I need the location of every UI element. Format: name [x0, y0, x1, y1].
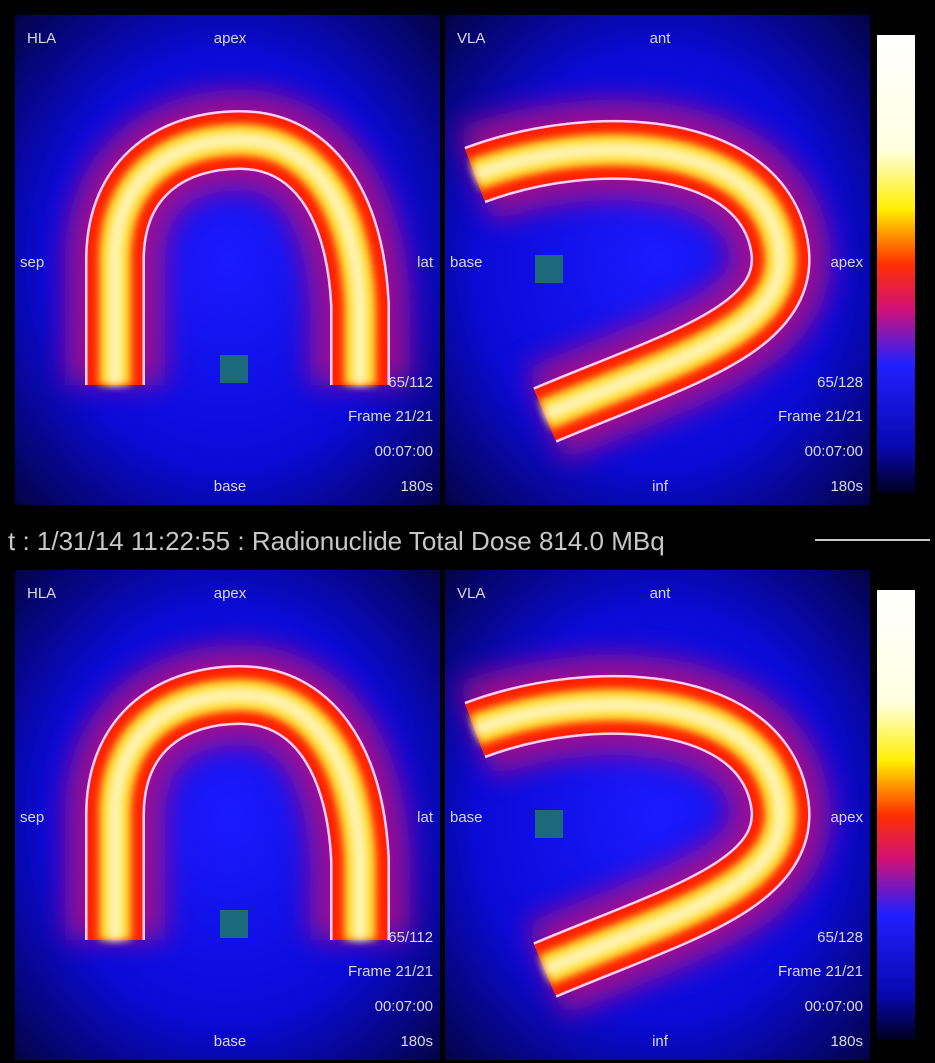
- panel-left: sep: [20, 254, 44, 271]
- panel-duration: 180s: [830, 1033, 863, 1050]
- panel-top: apex: [214, 30, 247, 47]
- panel-frame: Frame 21/21: [348, 963, 433, 980]
- panel-time: 00:07:00: [375, 998, 433, 1015]
- panel-slice: 65/128: [817, 374, 863, 391]
- panel-right: lat: [417, 809, 434, 826]
- panel-left: sep: [20, 809, 44, 826]
- panel-frame: Frame 21/21: [778, 963, 863, 980]
- panel-time: 00:07:00: [805, 998, 863, 1015]
- image-panel: HLA apex sep lat base 65/112 Frame 21/21 00:07:…: [15, 15, 440, 505]
- panel-view: VLA: [457, 30, 485, 47]
- panel-right: apex: [830, 809, 863, 826]
- panel-slice: 65/128: [817, 929, 863, 946]
- color-scale: [877, 35, 915, 493]
- panel-bottom: base: [214, 478, 247, 495]
- panel-top: ant: [650, 30, 672, 47]
- panel-top: ant: [650, 585, 672, 602]
- panel-view: HLA: [27, 585, 56, 602]
- roi-marker: [220, 910, 248, 938]
- roi-marker: [535, 255, 563, 283]
- panel-slice: 65/112: [388, 929, 433, 946]
- panel-view: VLA: [457, 585, 485, 602]
- acquisition-info: t : 1/31/14 11:22:55 : Radionuclide Tota…: [8, 526, 665, 556]
- panel-time: 00:07:00: [805, 443, 863, 460]
- panel-view: HLA: [27, 30, 56, 47]
- panel-time: 00:07:00: [375, 443, 433, 460]
- panel-bottom: inf: [652, 478, 669, 495]
- panel-left: base: [450, 809, 483, 826]
- color-scale: [877, 590, 915, 1040]
- image-panel: HLA apex sep lat base 65/112 Frame 21/21 00:07:…: [15, 570, 440, 1060]
- panel-duration: 180s: [400, 478, 433, 495]
- roi-marker: [220, 355, 248, 383]
- panel-slice: 65/112: [388, 374, 433, 391]
- panel-duration: 180s: [400, 1033, 433, 1050]
- roi-marker: [535, 810, 563, 838]
- panel-left: base: [450, 254, 483, 271]
- image-panel: VLA ant base apex inf 65/128 Frame 21/21 00:07:…: [445, 570, 870, 1060]
- panel-top: apex: [214, 585, 247, 602]
- screenshot: t : 1/31/14 11:22:55 : Radionuclide Tota…: [0, 0, 935, 1063]
- panel-frame: Frame 21/21: [778, 408, 863, 425]
- image-panel: VLA ant base apex inf 65/128 Frame 21/21 00:07:…: [445, 15, 870, 505]
- panel-right: lat: [417, 254, 434, 271]
- panel-bottom: inf: [652, 1033, 669, 1050]
- panel-frame: Frame 21/21: [348, 408, 433, 425]
- panel-right: apex: [830, 254, 863, 271]
- panel-duration: 180s: [830, 478, 863, 495]
- panel-bottom: base: [214, 1033, 247, 1050]
